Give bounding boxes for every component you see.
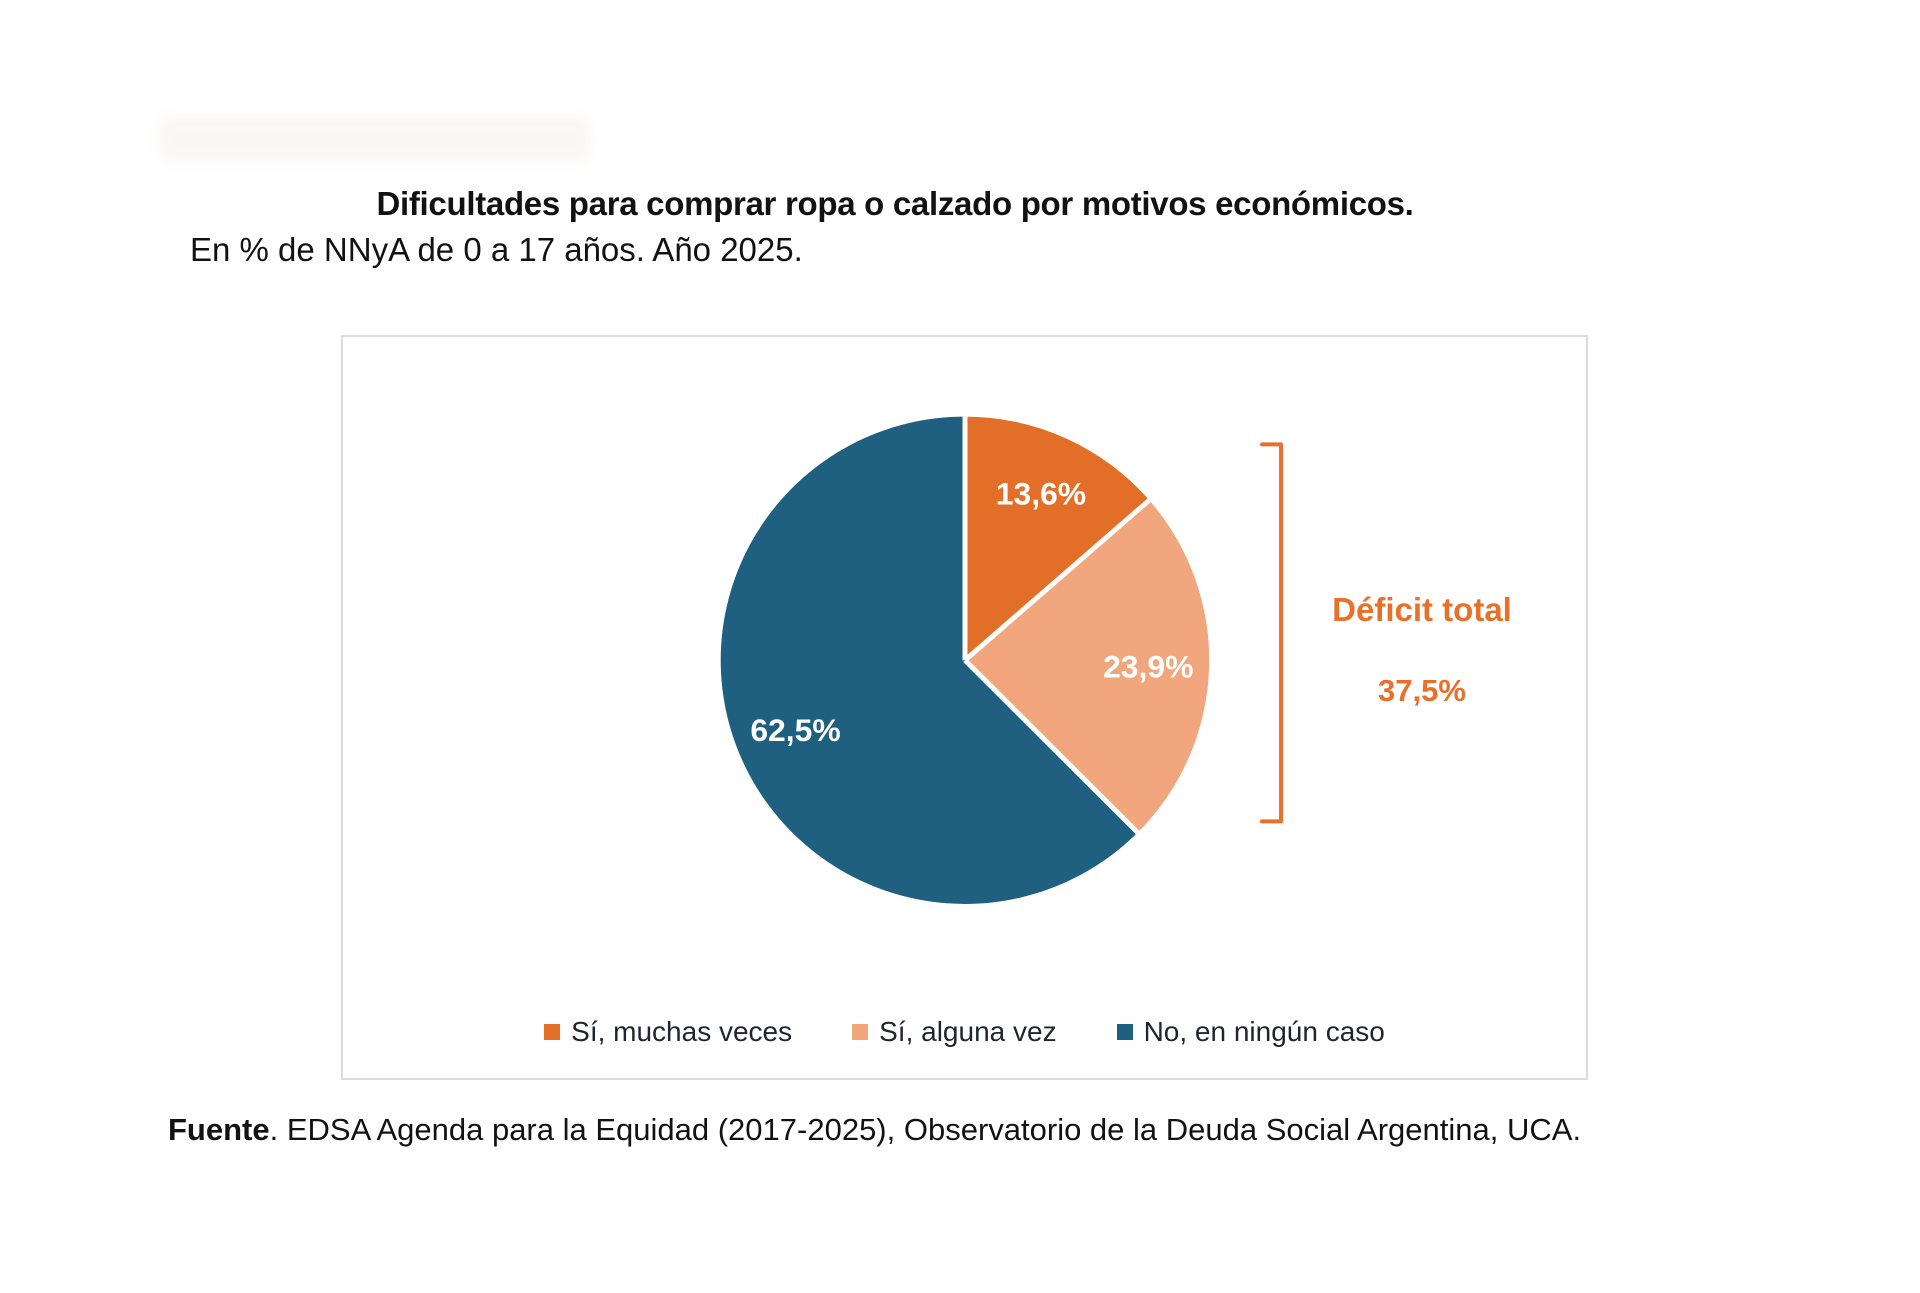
chart-title: Dificultades para comprar ropa o calzado… — [376, 185, 1414, 222]
source-label: Fuente — [168, 1112, 270, 1147]
pie-slice-0 — [964, 416, 1150, 661]
deficit-annotation: Déficit total 37,5% — [1272, 590, 1572, 711]
faint-watermark — [160, 118, 590, 160]
chart-frame: 13,6% 23,9% 62,5% Déficit total 37,5% Sí, … — [341, 335, 1588, 1080]
legend-swatch-orange — [544, 1024, 561, 1040]
slice-separator — [963, 498, 1151, 663]
deficit-total-value: 37,5% — [1378, 673, 1466, 708]
pie-chart: 13,6% 23,9% 62,5% — [720, 416, 1283, 904]
source-text: . EDSA Agenda para la Equidad (2017-2025… — [269, 1112, 1582, 1147]
legend-label-ningun-caso: No, en ningún caso — [1143, 1016, 1385, 1047]
slice-value-label-0: 13,6% — [996, 476, 1086, 512]
deficit-bracket — [1260, 442, 1283, 824]
source-note: Fuente. EDSA Agenda para la Equidad (201… — [168, 1110, 1581, 1150]
legend-swatch-peach — [852, 1024, 869, 1040]
pie-slice-1 — [964, 500, 1210, 833]
legend-item-ningun-caso: No, en ningún caso — [1116, 1016, 1385, 1048]
legend-swatch-blue — [1116, 1024, 1133, 1040]
legend-item-alguna-vez: Sí, alguna vez — [852, 1016, 1057, 1048]
chart-subtitle: En % de NNyA de 0 a 17 años. Año 2025. — [190, 231, 803, 268]
legend-label-alguna-vez: Sí, alguna vez — [879, 1016, 1057, 1047]
chart-heading: Dificultades para comprar ropa o calzado… — [190, 183, 1600, 271]
slice-value-label-1: 23,9% — [1103, 649, 1193, 685]
deficit-total-label: Déficit total — [1332, 591, 1512, 628]
chart-legend: Sí, muchas veces Sí, alguna vez No, en n… — [343, 1016, 1586, 1048]
pie-slice-2 — [720, 416, 1138, 904]
slice-value-label-2: 62,5% — [750, 712, 840, 748]
slice-separator — [963, 658, 1140, 835]
legend-label-muchas-veces: Sí, muchas veces — [571, 1016, 793, 1047]
legend-item-muchas-veces: Sí, muchas veces — [544, 1016, 792, 1048]
